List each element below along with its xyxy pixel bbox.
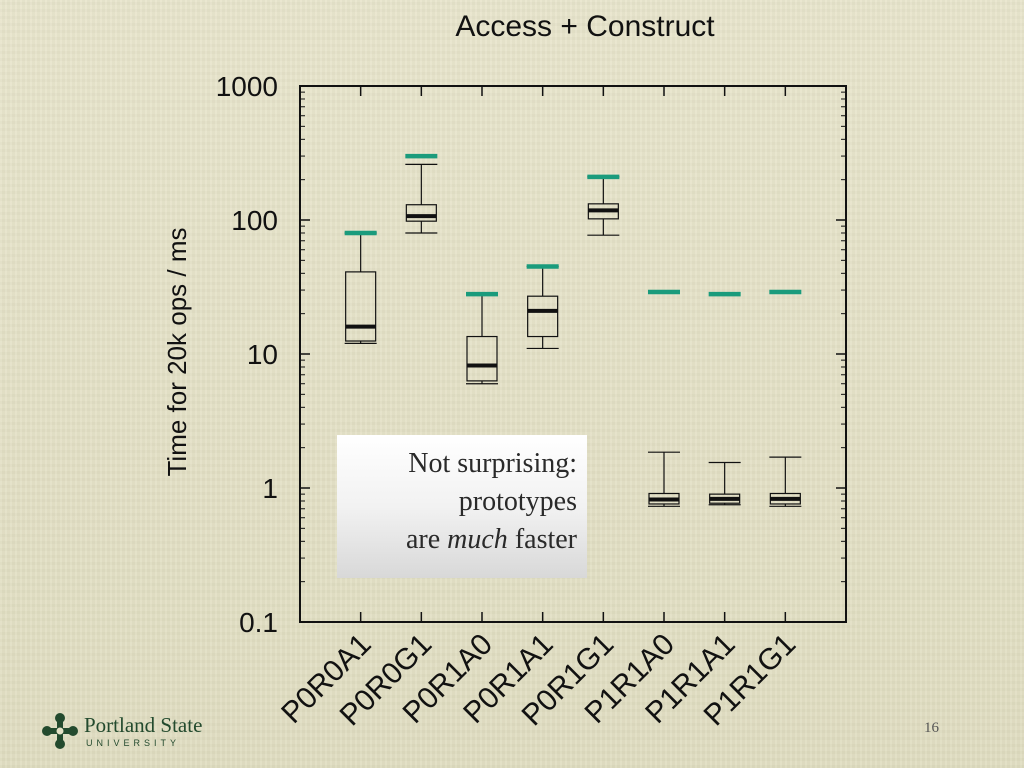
box-P0R0A1: P0R0A1 xyxy=(275,86,378,730)
y-tick-label: 0.1 xyxy=(239,607,278,638)
y-tick-label: 10 xyxy=(247,339,278,370)
callout-line-3: are much faster xyxy=(405,524,577,555)
logo-subtitle: UNIVERSITY xyxy=(86,738,181,748)
iqr-box xyxy=(405,204,437,222)
logo-mark-icon xyxy=(42,713,78,749)
university-logo: Portland State UNIVERSITY xyxy=(42,713,262,753)
iqr-box xyxy=(466,335,498,382)
callout-line-1: Not surprising: xyxy=(408,448,577,479)
y-axis-label: Time for 20k ops / ms xyxy=(162,228,192,477)
logo-name: Portland State xyxy=(84,713,203,737)
callout-note: Not surprising: prototypes are much fast… xyxy=(337,435,587,578)
y-tick-label: 1 xyxy=(262,473,278,504)
iqr-box xyxy=(345,271,377,342)
iqr-box xyxy=(527,295,559,338)
callout-line-2: prototypes xyxy=(458,486,577,517)
y-tick-label: 1000 xyxy=(216,71,278,102)
y-tick-label: 100 xyxy=(231,205,278,236)
page-number: 16 xyxy=(924,720,939,736)
chart-title: Access + Construct xyxy=(455,10,715,43)
